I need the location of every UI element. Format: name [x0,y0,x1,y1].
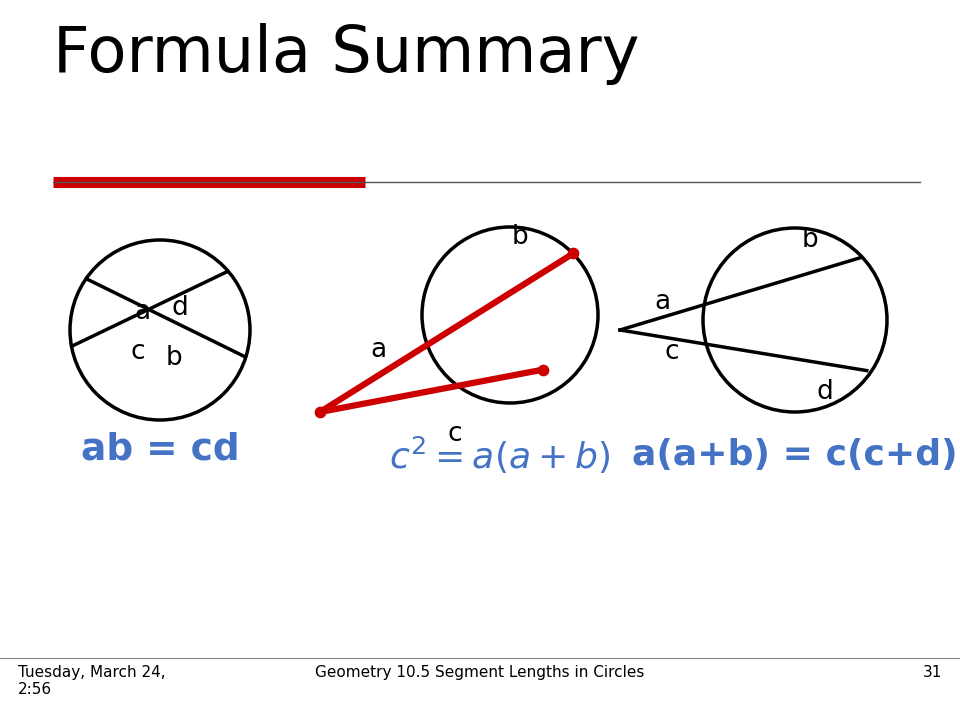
Text: b: b [802,227,818,253]
Text: a(a+b) = c(c+d): a(a+b) = c(c+d) [633,438,958,472]
Text: a: a [654,289,670,315]
Text: Geometry 10.5 Segment Lengths in Circles: Geometry 10.5 Segment Lengths in Circles [315,665,645,680]
Point [312,406,327,418]
Point [536,364,551,375]
Text: c: c [131,339,145,365]
Text: 31: 31 [923,665,942,680]
Text: Tuesday, March 24,
2:56: Tuesday, March 24, 2:56 [18,665,166,698]
Text: a: a [134,299,150,325]
Text: c: c [447,421,463,447]
Text: c: c [664,339,680,365]
Text: d: d [817,379,833,405]
Point [565,248,581,259]
Text: a: a [370,337,386,363]
Text: Formula Summary: Formula Summary [53,23,639,85]
Text: b: b [512,224,528,250]
Text: b: b [166,345,182,371]
Text: $c^2 = a(a + b)$: $c^2 = a(a + b)$ [389,434,611,476]
Text: ab = cd: ab = cd [81,432,239,468]
Text: d: d [172,295,188,321]
